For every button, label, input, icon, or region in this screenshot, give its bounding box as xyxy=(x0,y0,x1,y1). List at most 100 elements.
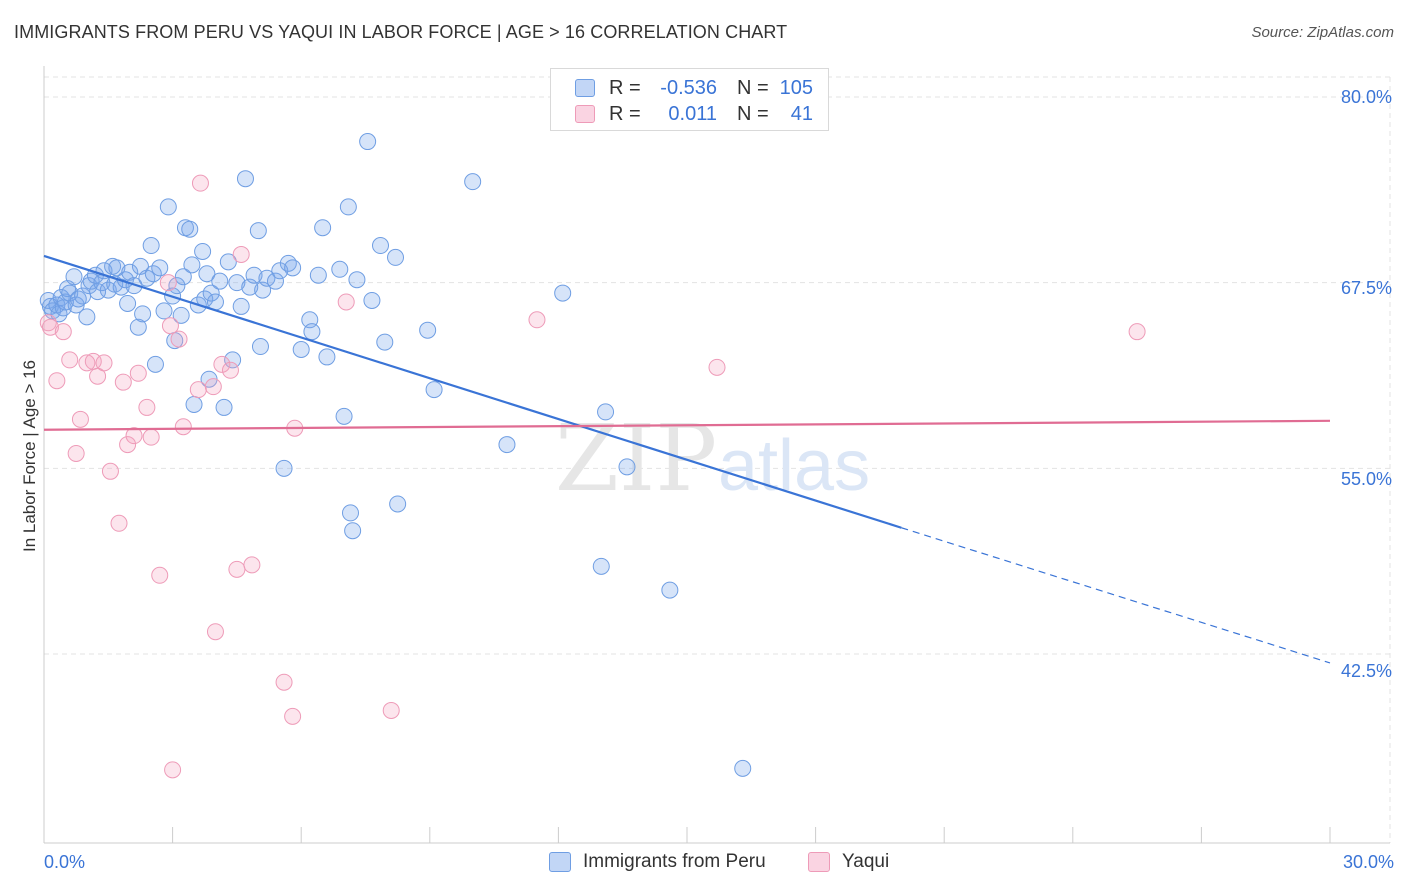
data-point-peru xyxy=(292,341,310,359)
data-point-peru xyxy=(89,283,107,301)
data-point-yaqui xyxy=(243,556,261,574)
data-point-peru xyxy=(134,305,152,323)
trend-line-yaqui xyxy=(43,419,1331,431)
data-point-peru xyxy=(146,355,164,373)
data-point-peru xyxy=(121,263,139,281)
data-point-yaqui xyxy=(78,354,96,372)
data-point-peru xyxy=(419,321,437,339)
data-point-peru xyxy=(284,259,302,277)
legend-label: Yaqui xyxy=(842,851,890,872)
data-point-peru xyxy=(211,272,229,290)
watermark: ZIP atlas xyxy=(555,405,870,512)
legend-label: Immigrants from Peru xyxy=(583,851,766,872)
data-point-peru xyxy=(108,259,126,277)
data-point-yaqui xyxy=(61,351,79,369)
data-point-yaqui xyxy=(125,427,143,445)
data-point-yaqui xyxy=(138,398,156,416)
data-point-yaqui xyxy=(1128,323,1146,341)
data-point-yaqui xyxy=(39,314,57,332)
data-point-yaqui xyxy=(114,373,132,391)
legend-r-value: -0.536 xyxy=(660,76,717,99)
data-point-peru xyxy=(174,268,192,286)
data-point-peru xyxy=(341,504,359,522)
data-point-peru xyxy=(318,348,336,366)
data-point-yaqui xyxy=(382,701,400,719)
legend-item-peru[interactable]: Immigrants from Peru xyxy=(549,851,766,873)
data-point-peru xyxy=(249,222,267,240)
data-point-yaqui xyxy=(228,560,246,578)
data-point-yaqui xyxy=(151,566,169,584)
scatter-points xyxy=(39,133,1146,779)
data-point-yaqui xyxy=(204,378,222,396)
data-point-peru xyxy=(335,407,353,425)
x-tick-label: 30.0% xyxy=(1342,852,1394,872)
data-point-peru xyxy=(185,395,203,413)
legend-swatch-blue xyxy=(575,79,595,97)
data-point-peru xyxy=(119,294,137,312)
legend-item-yaqui[interactable]: Yaqui xyxy=(808,851,889,873)
legend-row-yaqui: R = 0.011 N = 41 xyxy=(575,101,813,127)
source-label: Source: ZipAtlas.com xyxy=(1251,24,1394,41)
data-point-yaqui xyxy=(206,623,224,641)
data-point-peru xyxy=(376,333,394,351)
data-point-peru xyxy=(618,458,636,476)
data-point-peru xyxy=(661,581,679,599)
data-point-peru xyxy=(344,522,362,540)
data-point-peru xyxy=(142,237,160,255)
data-point-peru xyxy=(219,253,237,271)
data-point-yaqui xyxy=(101,462,119,480)
data-point-yaqui xyxy=(213,355,231,373)
chart-title: IMMIGRANTS FROM PERU VS YAQUI IN LABOR F… xyxy=(14,22,788,42)
data-point-yaqui xyxy=(174,418,192,436)
data-point-yaqui xyxy=(41,318,59,336)
data-point-peru xyxy=(202,284,220,302)
data-point-peru xyxy=(183,256,201,274)
legend-r-label: R = xyxy=(609,76,641,99)
data-point-yaqui xyxy=(48,372,66,390)
data-point-peru xyxy=(129,318,147,336)
data-point-yaqui xyxy=(284,707,302,725)
data-point-yaqui xyxy=(159,274,177,292)
legend-swatch-pink xyxy=(808,852,830,872)
data-point-peru xyxy=(464,173,482,191)
data-point-peru xyxy=(181,220,199,238)
watermark-zip: ZIP xyxy=(555,405,717,512)
data-point-peru xyxy=(303,323,321,341)
data-point-peru xyxy=(372,237,390,255)
data-point-peru xyxy=(271,262,289,280)
data-point-peru xyxy=(425,381,443,399)
legend-swatch-blue xyxy=(549,852,571,872)
trend-line-peru-extension xyxy=(901,527,1331,664)
data-point-peru xyxy=(389,495,407,513)
y-axis-title: In Labor Force | Age > 16 xyxy=(20,359,39,553)
axes xyxy=(43,66,1390,844)
data-point-peru xyxy=(144,265,162,283)
data-point-peru xyxy=(155,302,173,320)
data-point-yaqui xyxy=(119,436,137,454)
data-point-peru xyxy=(348,271,366,289)
data-point-peru xyxy=(554,284,572,302)
data-point-peru xyxy=(228,274,246,292)
data-point-peru xyxy=(194,242,212,260)
data-point-yaqui xyxy=(54,323,72,341)
data-point-peru xyxy=(266,272,284,290)
legend-n-label: N = xyxy=(737,102,769,125)
data-point-yaqui xyxy=(164,761,182,779)
legend-r-label: R = xyxy=(609,102,641,125)
data-point-yaqui xyxy=(170,330,188,348)
stats-legend: R = -0.536 N = 105 R = 0.011 N = 41 xyxy=(550,68,829,131)
data-point-yaqui xyxy=(129,364,147,382)
legend-n-value: 105 xyxy=(779,76,813,99)
data-point-yaqui xyxy=(221,361,239,379)
data-point-peru xyxy=(275,459,293,477)
gridlines xyxy=(44,76,1391,843)
data-point-peru xyxy=(198,265,216,283)
y-tick-label: 80.0% xyxy=(1340,87,1392,107)
legend-n-label: N = xyxy=(737,76,769,99)
data-point-peru xyxy=(80,277,98,295)
data-point-peru xyxy=(314,219,332,237)
data-point-peru xyxy=(159,198,177,216)
data-point-yaqui xyxy=(337,293,355,311)
x-tick-label: 0.0% xyxy=(44,852,86,872)
series-legend: Immigrants from Peru Yaqui xyxy=(0,851,1406,877)
